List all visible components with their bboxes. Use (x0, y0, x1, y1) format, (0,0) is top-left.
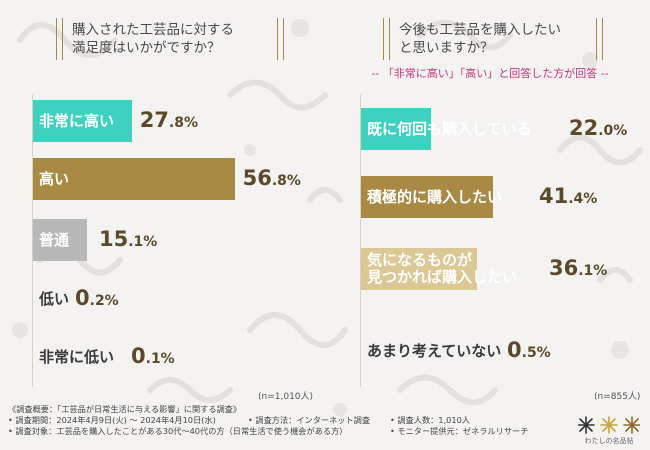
bar-category-label: 普通 (39, 230, 70, 249)
bar-category-label: 非常に高い (39, 111, 115, 130)
chart-bar: あまり考えていない (361, 330, 501, 372)
bar-category-label: 積極的に購入したい (367, 187, 503, 206)
bar-value-label: 15.1% (99, 227, 157, 251)
value-integer: 0 (75, 286, 90, 310)
bar-category-label: 非常に低い (39, 347, 115, 366)
survey-method: • 調査方法：インターネット調査 (248, 415, 371, 425)
bar-value-label: 41.4% (539, 184, 597, 208)
brand-logo-icon (578, 416, 640, 434)
left-title-line1: 購入された工芸品に対する (72, 22, 234, 38)
value-integer: 56 (242, 166, 272, 190)
bar-value-label: 22.0% (569, 116, 627, 140)
right-sample-size: (n=855人) (594, 392, 641, 402)
value-decimal: .1% (145, 351, 175, 367)
chart-bar: 気になるものが 見つかれば購入したい (361, 248, 517, 290)
value-integer: 0 (507, 338, 522, 362)
value-decimal: .8% (168, 115, 199, 131)
title-bracket-right (277, 18, 284, 60)
value-decimal: .2% (89, 293, 119, 309)
bar-value-label: 27.8% (140, 108, 198, 132)
bar-category-label: 気になるものが 見つかれば購入したい (367, 251, 518, 286)
left-sample-size: (n=1,010人) (258, 392, 314, 402)
left-axis-line (32, 95, 33, 387)
bar-value-label: 0.2% (75, 286, 119, 310)
value-integer: 0 (131, 344, 146, 368)
title-bracket-right (596, 18, 603, 60)
bar-category-label: 既に何回も購入している (367, 119, 532, 138)
chart-bar: 非常に低い (33, 336, 114, 378)
bar-value-label: 0.5% (507, 338, 551, 362)
value-decimal: .4% (568, 191, 598, 207)
value-decimal: .1% (128, 234, 158, 250)
right-title-line1: 今後も工芸品を購入したい (399, 22, 561, 38)
chart-bar: 既に何回も購入している (361, 108, 532, 150)
right-chart-title: 今後も工芸品を購入したい と思いますか？ (383, 14, 603, 64)
value-decimal: .8% (271, 173, 301, 189)
bar-value-label: 56.8% (243, 166, 301, 190)
value-decimal: .1% (578, 263, 608, 279)
survey-overview: 《調査概要：「工芸品が日常生活に与える影響」に関する調査》 • 調査期間：202… (8, 404, 528, 437)
bar-category-label: 高い (39, 169, 70, 188)
right-axis-line (360, 95, 361, 387)
brand-logo-text: わたしの名品帖 (584, 437, 634, 445)
bar-category-label: あまり考えていない (367, 341, 502, 360)
value-integer: 36 (549, 256, 579, 280)
bar-category-label: 低い (39, 289, 70, 308)
chart-bar: 低い (33, 278, 69, 320)
bar-value-label: 0.1% (131, 344, 175, 368)
chart-bar: 普通 (33, 219, 87, 261)
chart-bar: 積極的に購入したい (361, 176, 502, 218)
survey-overview-heading: 《調査概要：「工芸品が日常生活に与える影響」に関する調査》 (8, 404, 242, 414)
chart-bar: 非常に高い (33, 100, 132, 142)
survey-period: • 調査期間：2024年4月9日(火) ～ 2024年4月10日(水) (8, 415, 216, 425)
survey-target: • 調査対象：工芸品を購入したことがある30代～40代の方（日常生活で使う機会が… (8, 426, 348, 436)
survey-count: • 調査人数：1,010人 (390, 415, 470, 425)
title-bracket-left (383, 18, 390, 60)
survey-provider: • モニター提供元：ゼネラルリサーチ (390, 426, 529, 436)
value-integer: 15 (99, 227, 129, 251)
bar-value-label: 36.1% (549, 256, 607, 280)
value-integer: 27 (139, 108, 169, 132)
value-integer: 41 (539, 184, 569, 208)
title-bracket-left (56, 18, 63, 60)
left-title-line2: 満足度はいかがですか？ (72, 40, 221, 56)
left-chart-title: 購入された工芸品に対する 満足度はいかがですか？ (56, 14, 284, 64)
value-decimal: .0% (598, 123, 628, 139)
right-title-line2: と思いますか？ (399, 40, 494, 56)
value-decimal: .5% (521, 345, 551, 361)
chart-bar: 高い (33, 158, 235, 200)
right-chart-note: -- 「非常に高い」「高い」と回答した方が回答 -- (371, 67, 609, 80)
value-integer: 22 (569, 116, 599, 140)
